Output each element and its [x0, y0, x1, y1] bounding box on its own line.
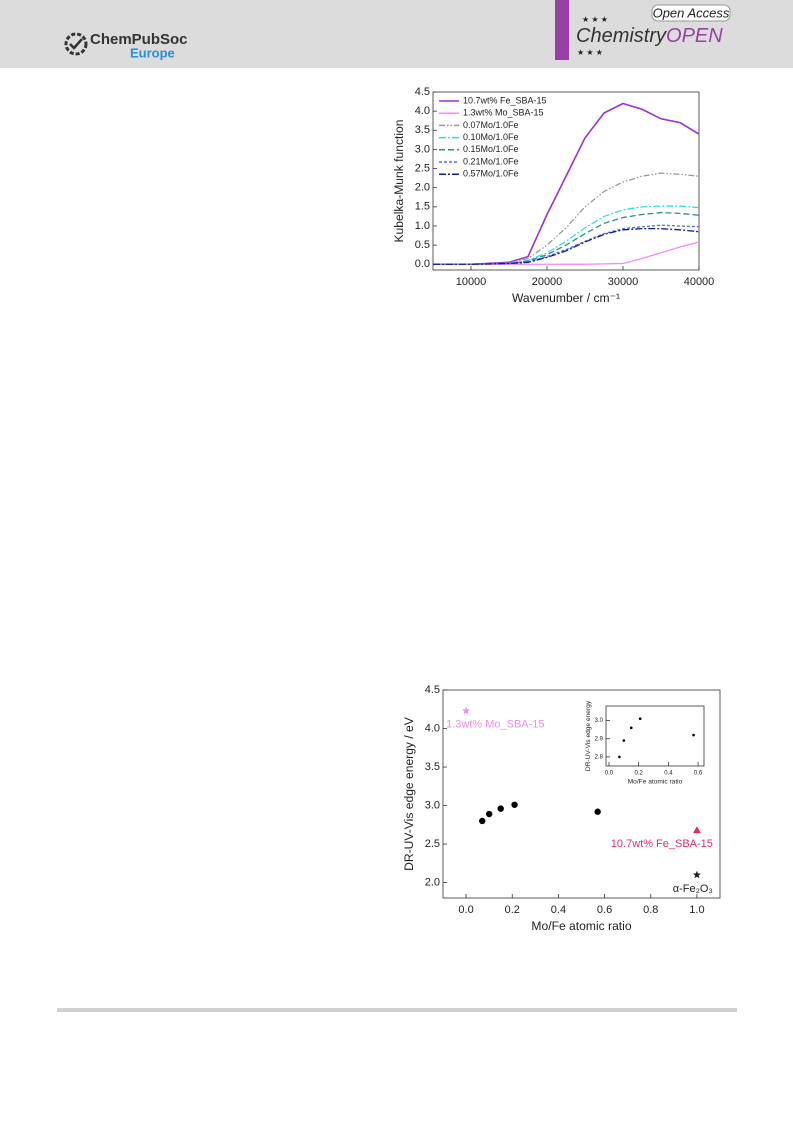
footer-rule: [57, 1008, 737, 1012]
annotation-label: α-Fe₂O₃: [673, 883, 713, 895]
y-tick-label: 3.0: [415, 143, 430, 155]
x-tick-label: 0.2: [505, 904, 520, 916]
x-tick-label: 1.0: [689, 904, 704, 916]
y-tick-label: 3.5: [415, 124, 430, 136]
plot-frame: [432, 91, 700, 271]
x-tick-label: 0.6: [597, 904, 612, 916]
legend-label: 0.07Mo/1.0Fe: [463, 120, 519, 130]
spectra-chart: 10000 20000 30000 40000 0.0 0.5 1.0 1.5 2.0 2.5 3.…: [392, 86, 714, 305]
inset-point: [629, 726, 633, 730]
annotation-point: [692, 826, 701, 834]
x-tick-label: 30000: [608, 276, 639, 288]
x-tick-label: 0.0: [605, 771, 614, 777]
series-line: [433, 102, 700, 266]
badge-box: [651, 4, 731, 22]
journal-bar: [555, 0, 569, 60]
legend-label: 0.21Mo/1.0Fe: [463, 156, 519, 166]
series-line: [433, 211, 700, 265]
annotation-point: [692, 870, 701, 879]
x-tick-label: 0.6: [694, 771, 703, 777]
journal-suffix: OPEN: [666, 25, 723, 47]
x-axis-label: Mo/Fe atomic ratio: [531, 919, 631, 933]
y-tick-label: 2.0: [425, 876, 440, 888]
y-tick-label: 1.5: [415, 201, 430, 213]
y-tick-label: 3.5: [425, 761, 440, 773]
series-line: [433, 228, 700, 265]
y-tick-label: 0.5: [415, 239, 430, 251]
inset-point: [622, 739, 626, 742]
y-tick-label: 2.9: [595, 736, 604, 742]
annotation-label: 1.3wt% Mo_SBA-15: [446, 719, 544, 731]
society-logo: [64, 32, 88, 56]
legend-label: 1.3wt% Mo_SBA-15: [463, 108, 544, 118]
data-point: [497, 805, 504, 812]
legend-label: 0.15Mo/1.0Fe: [463, 144, 519, 154]
inset-point: [638, 717, 642, 721]
x-tick-label: 40000: [684, 276, 715, 288]
plot-frame: [442, 689, 721, 899]
x-tick-label: 0.8: [643, 904, 658, 916]
svg-text:★ ★ ★: ★ ★ ★: [582, 15, 608, 24]
series-line: [433, 205, 700, 265]
legend-label: 10.7wt% Fe_SBA-15: [463, 95, 547, 105]
x-tick-label: 0.2: [634, 771, 643, 777]
inset-background: [606, 706, 704, 766]
society-region: Europe: [130, 45, 175, 60]
y-tick-label: 4.5: [425, 684, 440, 696]
x-tick-label: 10000: [456, 276, 487, 288]
badge: Open Access: [653, 5, 730, 20]
y-axis-label: DR-UV-Vis edge energy / eV: [402, 716, 416, 871]
plot-frame: [605, 705, 705, 767]
stars: ★ ★ ★ ★ ★ ★: [577, 15, 608, 57]
x-axis-label: Mo/Fe atomic ratio: [628, 778, 683, 785]
svg-text:★ ★ ★: ★ ★ ★: [577, 48, 603, 57]
data-point: [511, 801, 518, 808]
journal-main: Chemistry: [576, 25, 667, 47]
x-tick-label: 0.4: [664, 771, 673, 777]
y-tick-label: 4.0: [415, 105, 430, 117]
inset-point: [618, 755, 621, 759]
y-tick-label: 4.5: [415, 86, 430, 98]
series-line: [433, 224, 700, 265]
x-axis-label: Wavenumber / cm⁻¹: [512, 291, 620, 305]
x-tick-label: 20000: [532, 276, 563, 288]
x-tick-label: 0.4: [551, 904, 566, 916]
data-point: [479, 817, 486, 825]
legend-label: 0.57Mo/1.0Fe: [463, 169, 519, 179]
y-tick-label: 2.8: [595, 754, 604, 760]
y-tick-label: 3.0: [595, 718, 604, 724]
y-tick-label: 4.0: [425, 722, 440, 734]
legend-label: 0.10Mo/1.0Fe: [463, 132, 519, 142]
annotation-label: 10.7wt% Fe_SBA-15: [611, 838, 713, 850]
data-point: [594, 808, 601, 815]
y-axis-label: DR-UV-Vis edge energy: [585, 700, 592, 771]
y-tick-label: 2.5: [425, 838, 440, 850]
y-axis-label: Kubelka-Munk function: [392, 119, 406, 242]
inset-point: [692, 733, 695, 737]
y-tick-label: 1.0: [415, 220, 430, 232]
data-point: [485, 810, 493, 818]
edge-energy-chart: 0.0 0.2 0.4 0.6 0.8 1.0 2.0 2.5 3.0 3.5 4.0 4.5 Mo/F…: [402, 684, 721, 933]
x-tick-label: 0.0: [458, 904, 473, 916]
y-tick-label: 2.5: [415, 162, 430, 174]
journal-name: ChemistryOPEN: [576, 25, 723, 47]
y-tick-label: 2.0: [415, 182, 430, 194]
annotation-point: [462, 706, 471, 715]
society-name: ChemPubSoc: [90, 31, 188, 48]
y-tick-label: 3.0: [425, 799, 440, 811]
series-line: [433, 241, 700, 265]
y-tick-label: 0.0: [415, 258, 430, 270]
